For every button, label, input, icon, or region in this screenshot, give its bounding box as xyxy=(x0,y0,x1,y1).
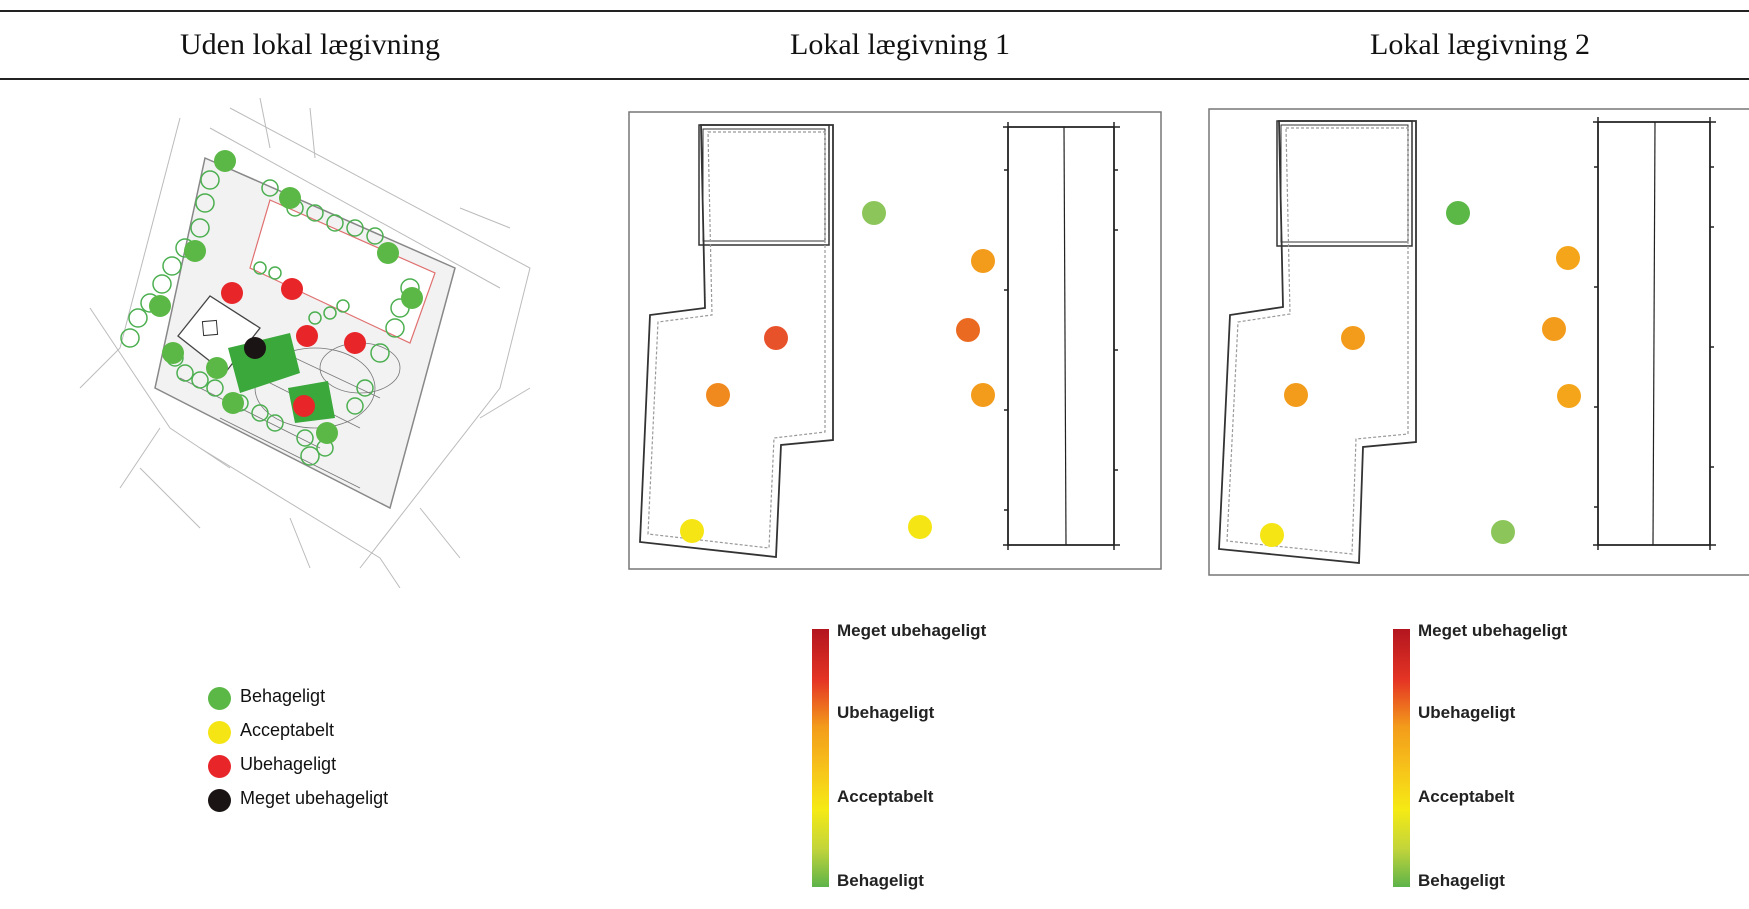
scale-label-top: Meget ubehageligt xyxy=(837,621,987,640)
scale-label-upper: Ubehageligt xyxy=(837,703,935,722)
point-red-orange xyxy=(956,318,980,342)
point-behageligt xyxy=(162,342,184,364)
legend-dot-icon xyxy=(208,789,231,812)
point-meget-ubehageligt xyxy=(244,337,266,359)
point-behageligt xyxy=(1446,201,1470,225)
scale-label-top: Meget ubehageligt xyxy=(1418,621,1568,640)
point-behageligt xyxy=(184,240,206,262)
point-orange xyxy=(1542,317,1566,341)
legend-dot-icon xyxy=(208,721,231,744)
column-header-lokal-2: Lokal lægivning 2 xyxy=(1370,28,1590,61)
comfort-gradient-bar xyxy=(1393,629,1410,887)
plan-lokal-1 xyxy=(628,110,1163,572)
point-ubehageligt xyxy=(296,325,318,347)
table-header-rule xyxy=(0,78,1749,80)
legend-label: Ubehageligt xyxy=(240,754,337,774)
point-orange xyxy=(706,383,730,407)
point-ubehageligt xyxy=(293,395,315,417)
point-orange xyxy=(971,383,995,407)
comfort-points xyxy=(680,201,995,543)
comfort-gradient-bar xyxy=(812,629,829,887)
point-behageligt xyxy=(279,187,301,209)
point-light-green xyxy=(1491,520,1515,544)
point-behageligt xyxy=(149,295,171,317)
site-plan-map xyxy=(60,88,560,588)
comfort-points xyxy=(149,150,423,444)
point-orange xyxy=(1556,246,1580,270)
legend-label: Meget ubehageligt xyxy=(240,788,389,808)
comfort-points xyxy=(1260,201,1581,547)
plan-lokal-2 xyxy=(1208,107,1749,577)
legend-label: Acceptabelt xyxy=(240,720,335,740)
comfort-scale-1: Meget ubehageligt Ubehageligt Acceptabel… xyxy=(812,621,1072,890)
point-red-orange xyxy=(764,326,788,350)
column-header-lokal-1: Lokal lægivning 1 xyxy=(790,28,1010,61)
point-acceptabelt xyxy=(680,519,704,543)
legend-dot-icon xyxy=(208,687,231,710)
point-acceptabelt xyxy=(1260,523,1284,547)
table-top-rule xyxy=(0,10,1749,12)
point-behageligt xyxy=(222,392,244,414)
point-behageligt xyxy=(214,150,236,172)
point-behageligt xyxy=(401,287,423,309)
point-orange xyxy=(971,249,995,273)
point-behageligt xyxy=(377,242,399,264)
scale-label-bottom: Behageligt xyxy=(1418,871,1505,890)
point-ubehageligt xyxy=(221,282,243,304)
scale-label-lower: Acceptabelt xyxy=(837,787,934,806)
point-ubehageligt xyxy=(344,332,366,354)
point-acceptabelt xyxy=(908,515,932,539)
scale-label-upper: Ubehageligt xyxy=(1418,703,1516,722)
scale-label-lower: Acceptabelt xyxy=(1418,787,1515,806)
point-ubehageligt xyxy=(281,278,303,300)
point-behageligt xyxy=(206,357,228,379)
point-light-green xyxy=(862,201,886,225)
point-orange xyxy=(1284,383,1308,407)
legend-label: Behageligt xyxy=(240,686,326,706)
scale-label-bottom: Behageligt xyxy=(837,871,924,890)
point-behageligt xyxy=(316,422,338,444)
point-orange xyxy=(1557,384,1581,408)
comfort-scale-2: Meget ubehageligt Ubehageligt Acceptabel… xyxy=(1393,621,1653,890)
column-header-uden: Uden lokal lægivning xyxy=(180,28,440,61)
legend-dot-icon xyxy=(208,755,231,778)
point-orange xyxy=(1341,326,1365,350)
